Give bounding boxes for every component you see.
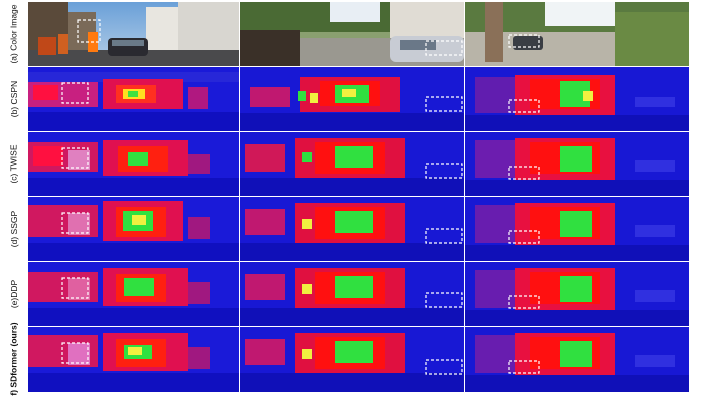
ssgp-depth-2 (240, 197, 464, 261)
row-label-cspn: (b) CSPN (9, 80, 19, 118)
row-label-ssgp: (d) SSGP (9, 210, 19, 248)
ddp-depth-1 (28, 262, 239, 326)
twise-depth-1 (28, 132, 239, 196)
cspn-depth-3 (465, 67, 689, 131)
ssgp-depth-3 (465, 197, 689, 261)
row-label-color-image: (a) Color Image (9, 4, 19, 64)
cspn-depth-1 (28, 67, 239, 131)
ddp-depth-2 (240, 262, 464, 326)
sdformer-depth-1 (28, 327, 239, 392)
ddp-depth-3 (465, 262, 689, 326)
row-labels: (a) Color Image (b) CSPN (c) TWISE (d) S… (0, 0, 28, 396)
color-image-3 (465, 2, 689, 66)
comparison-grid (28, 2, 689, 392)
row-label-ddp: (e)DDP (9, 279, 19, 309)
cspn-depth-2 (240, 67, 464, 131)
right-margin (689, 0, 717, 392)
twise-depth-2 (240, 132, 464, 196)
color-image-2 (240, 2, 464, 66)
ssgp-depth-1 (28, 197, 239, 261)
sdformer-depth-2 (240, 327, 464, 392)
twise-depth-3 (465, 132, 689, 196)
row-label-twise: (c) TWISE (9, 144, 20, 184)
sdformer-depth-3 (465, 327, 689, 392)
color-image-1 (28, 2, 239, 66)
row-label-sdformer: f) SDformer (ours) (9, 322, 20, 396)
